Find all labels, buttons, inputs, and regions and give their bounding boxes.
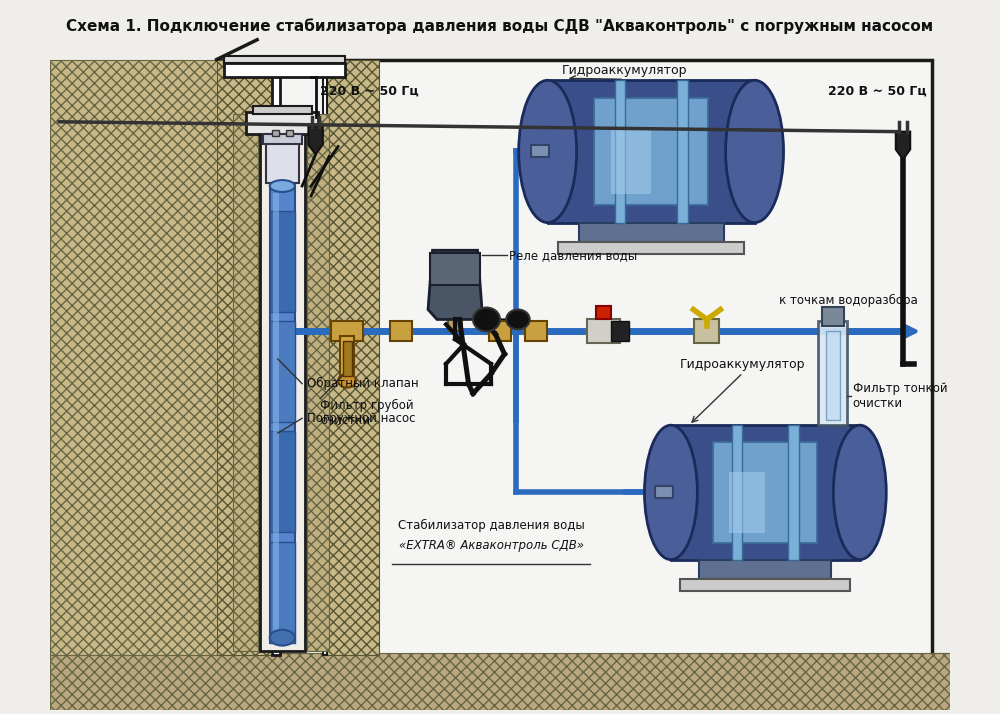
Bar — [430, 253, 480, 285]
Bar — [729, 472, 765, 533]
Bar — [224, 64, 345, 77]
Bar — [331, 321, 363, 341]
Bar — [390, 321, 412, 341]
Ellipse shape — [833, 426, 886, 560]
Polygon shape — [896, 131, 910, 159]
Bar — [579, 223, 724, 242]
Polygon shape — [308, 126, 323, 154]
Bar — [266, 134, 299, 183]
Bar — [611, 130, 651, 194]
Bar — [448, 319, 462, 331]
Ellipse shape — [644, 426, 697, 560]
Bar — [270, 431, 295, 533]
Bar — [655, 486, 673, 498]
Bar — [325, 59, 379, 655]
Bar — [272, 59, 280, 655]
Ellipse shape — [519, 80, 577, 223]
Ellipse shape — [270, 630, 295, 645]
Bar — [263, 134, 302, 144]
Bar — [270, 321, 295, 422]
Text: Погружной насос: Погружной насос — [307, 412, 415, 425]
Bar — [489, 321, 511, 341]
Bar — [671, 426, 860, 560]
Bar — [50, 653, 950, 710]
Bar — [611, 321, 629, 341]
Bar — [680, 579, 850, 591]
Ellipse shape — [270, 180, 295, 192]
Text: Стабилизатор давления воды: Стабилизатор давления воды — [398, 519, 584, 532]
Text: Обратный клапан: Обратный клапан — [307, 377, 418, 391]
Bar — [307, 114, 329, 650]
Bar — [286, 130, 293, 136]
Bar — [587, 319, 620, 343]
Bar — [615, 80, 625, 223]
Bar — [260, 114, 305, 650]
Text: к точкам водоразбора: к точкам водоразбора — [779, 293, 918, 306]
Bar — [677, 80, 688, 223]
Bar — [531, 146, 549, 157]
Bar — [224, 56, 345, 64]
Bar — [233, 114, 258, 650]
Bar — [270, 183, 295, 643]
Bar — [217, 59, 932, 655]
Ellipse shape — [338, 374, 356, 388]
Bar — [246, 112, 318, 134]
Bar — [596, 306, 611, 319]
Bar — [826, 331, 840, 421]
Bar — [340, 336, 354, 381]
Ellipse shape — [506, 310, 530, 329]
Bar — [323, 59, 327, 655]
Text: Реле давления воды: Реле давления воды — [509, 248, 637, 262]
Ellipse shape — [473, 308, 500, 331]
Bar — [50, 655, 950, 710]
Bar — [50, 653, 950, 710]
Bar — [594, 98, 708, 205]
Bar — [343, 341, 352, 376]
Bar — [822, 306, 844, 326]
Bar — [525, 321, 547, 341]
Text: 220 В ~ 50 Гц: 220 В ~ 50 Гц — [828, 84, 927, 97]
Bar — [732, 426, 742, 560]
Ellipse shape — [675, 429, 863, 563]
Text: Фильтр грубой
очистки: Фильтр грубой очистки — [320, 398, 414, 426]
Bar — [713, 442, 817, 543]
Text: Гидроаккумулятор: Гидроаккумулятор — [561, 64, 687, 77]
Ellipse shape — [726, 80, 784, 223]
Bar — [273, 193, 279, 633]
Bar — [50, 59, 221, 655]
Text: Фильтр тонкой
очистки: Фильтр тонкой очистки — [853, 381, 947, 410]
Polygon shape — [428, 251, 482, 319]
Bar — [270, 541, 295, 643]
Text: Гидроаккумулятор: Гидроаккумулятор — [680, 358, 806, 371]
Bar — [217, 59, 272, 655]
Bar — [558, 242, 744, 254]
Ellipse shape — [551, 84, 758, 226]
Text: 220 В ~ 50 Гц: 220 В ~ 50 Гц — [320, 84, 419, 97]
Bar — [788, 426, 799, 560]
Text: «EXTRA® Акваконтроль СДВ»: «EXTRA® Акваконтроль СДВ» — [399, 538, 584, 552]
Bar — [548, 80, 755, 223]
Bar — [818, 321, 847, 426]
Bar — [699, 560, 831, 579]
Bar — [253, 106, 312, 114]
Text: Схема 1. Подключение стабилизатора давления воды СДВ "Акваконтроль" с погружным : Схема 1. Подключение стабилизатора давле… — [66, 18, 934, 34]
Bar — [272, 130, 279, 136]
Bar — [270, 211, 295, 312]
Bar — [694, 319, 719, 343]
